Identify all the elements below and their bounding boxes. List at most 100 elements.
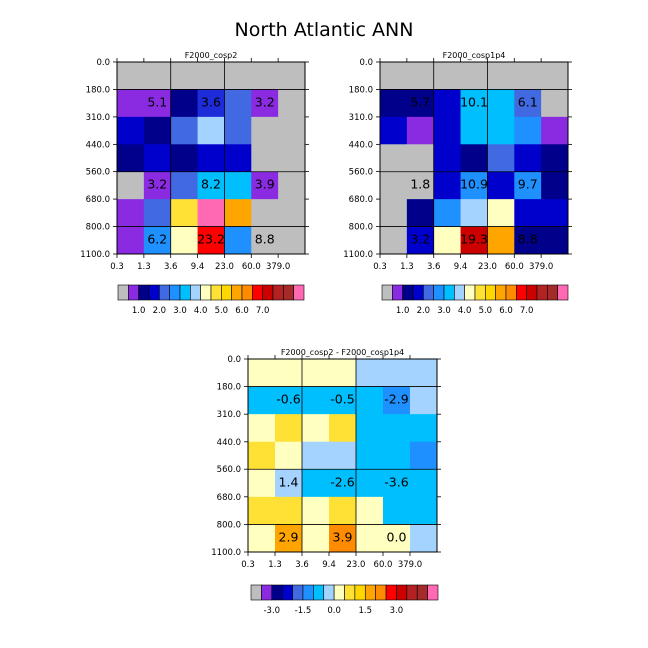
y-tick-label: 440.0 — [86, 140, 110, 150]
colorbar-swatch — [252, 284, 263, 301]
x-tick-label: 9.4 — [322, 560, 336, 570]
heatmap-cell — [197, 116, 225, 145]
colorbar-swatch — [485, 284, 496, 301]
heatmap-cell — [487, 144, 515, 173]
heatmap-cell — [117, 144, 145, 173]
colorbar-swatch — [454, 284, 465, 301]
colorbar-label: 6.0 — [499, 306, 513, 316]
heatmap-cell — [251, 62, 279, 90]
heatmap-cell — [410, 386, 438, 415]
data-label: 0.0 — [387, 530, 407, 545]
colorbar-swatch — [261, 584, 273, 601]
x-tick-label: 23.0 — [347, 560, 366, 570]
heatmap-cell — [380, 171, 408, 200]
heatmap-cell — [302, 441, 330, 470]
heatmap-cell — [329, 441, 357, 470]
heatmap-cell — [329, 414, 357, 443]
heatmap-cell — [356, 441, 384, 470]
heatmap-cell — [170, 199, 199, 228]
heatmap-cell — [224, 116, 252, 145]
heatmap-cell — [143, 171, 172, 200]
heatmap-cell — [251, 116, 279, 145]
colorbar-label: 4.0 — [194, 306, 208, 316]
heatmap-cell — [514, 62, 542, 90]
x-tick-label: 0.3 — [373, 262, 387, 272]
heatmap-cell — [541, 144, 569, 173]
heatmap-cell — [248, 496, 276, 525]
colorbar-label: 0.0 — [327, 606, 341, 616]
plot-frame — [116, 61, 306, 255]
data-label: 5.1 — [147, 94, 167, 109]
x-tick-label: 9.4 — [191, 262, 205, 272]
colorbar-label: 3.0 — [390, 606, 404, 616]
heatmap-cell — [383, 359, 411, 388]
colorbar-swatch — [231, 284, 243, 301]
x-tick-label: 1.3 — [400, 262, 414, 272]
heatmap-cell — [487, 62, 515, 90]
colorbar-swatch — [433, 284, 445, 301]
heatmap-cell — [380, 144, 408, 173]
y-tick-label: 180.0 — [86, 85, 110, 95]
colorbar-label: 1.0 — [132, 306, 146, 316]
data-label: -3.6 — [384, 474, 408, 489]
heatmap-cell — [406, 116, 435, 145]
heatmap-cell — [406, 62, 435, 90]
heatmap-cell — [433, 62, 462, 90]
heatmap-cell — [356, 386, 384, 415]
y-tick-label: 800.0 — [349, 223, 373, 233]
heatmap-cell — [541, 199, 569, 228]
heatmap-cell — [224, 226, 252, 255]
heatmap-cell — [251, 144, 279, 173]
heatmap-cell — [170, 62, 199, 90]
y-tick-label: 560.0 — [349, 168, 373, 178]
data-label: 3.9 — [255, 177, 275, 192]
data-label: 2.9 — [279, 530, 299, 545]
heatmap-cell — [406, 89, 435, 118]
colorbar-label: 2.0 — [417, 306, 431, 316]
heatmap-cell — [383, 469, 411, 498]
heatmap-cell — [410, 524, 438, 553]
colorbar-swatch — [200, 284, 212, 301]
heatmap-cell — [487, 89, 515, 118]
y-tick-label: 0.0 — [227, 355, 241, 365]
colorbar-swatch — [526, 284, 538, 301]
colorbar-swatch — [190, 284, 201, 301]
data-label: 6.1 — [518, 94, 538, 109]
y-tick-label: 560.0 — [86, 168, 110, 178]
data-label: 23.2 — [197, 232, 225, 247]
colorbar-swatch — [412, 284, 424, 301]
heatmap-cell — [278, 199, 306, 228]
heatmap-cell — [251, 199, 279, 228]
colorbar-swatch — [271, 584, 283, 601]
data-label: -0.6 — [276, 392, 300, 407]
colorbar-label: 1.0 — [396, 306, 410, 316]
heatmap-cell — [170, 226, 199, 255]
heatmap-cell — [278, 116, 306, 145]
colorbar-swatch — [547, 284, 558, 301]
y-tick-label: 680.0 — [217, 493, 241, 503]
heatmap-cell — [170, 116, 199, 145]
y-tick-label: 440.0 — [349, 140, 373, 150]
colorbar-swatch — [416, 584, 428, 601]
heatmap-cell — [117, 116, 145, 145]
colorbar-swatch — [443, 284, 455, 301]
colorbar-swatch — [333, 584, 345, 601]
heatmap-cell — [278, 89, 306, 118]
heatmap-cell — [224, 199, 252, 228]
colorbar-swatch — [381, 284, 393, 301]
heatmap-cell — [410, 441, 438, 470]
colorbar-swatch — [159, 284, 170, 301]
colorbar-swatch — [241, 284, 253, 301]
heatmap-cell — [117, 199, 145, 228]
heatmap-cell — [329, 524, 357, 553]
heatmap-cell — [380, 199, 408, 228]
heatmap-cell — [329, 386, 357, 415]
heatmap-cell — [541, 62, 569, 90]
heatmap-cell — [514, 171, 542, 200]
data-label: 3.9 — [333, 530, 353, 545]
heatmap-cell — [514, 226, 542, 255]
heatmap-cell — [248, 414, 276, 443]
heatmap-cell — [356, 414, 384, 443]
